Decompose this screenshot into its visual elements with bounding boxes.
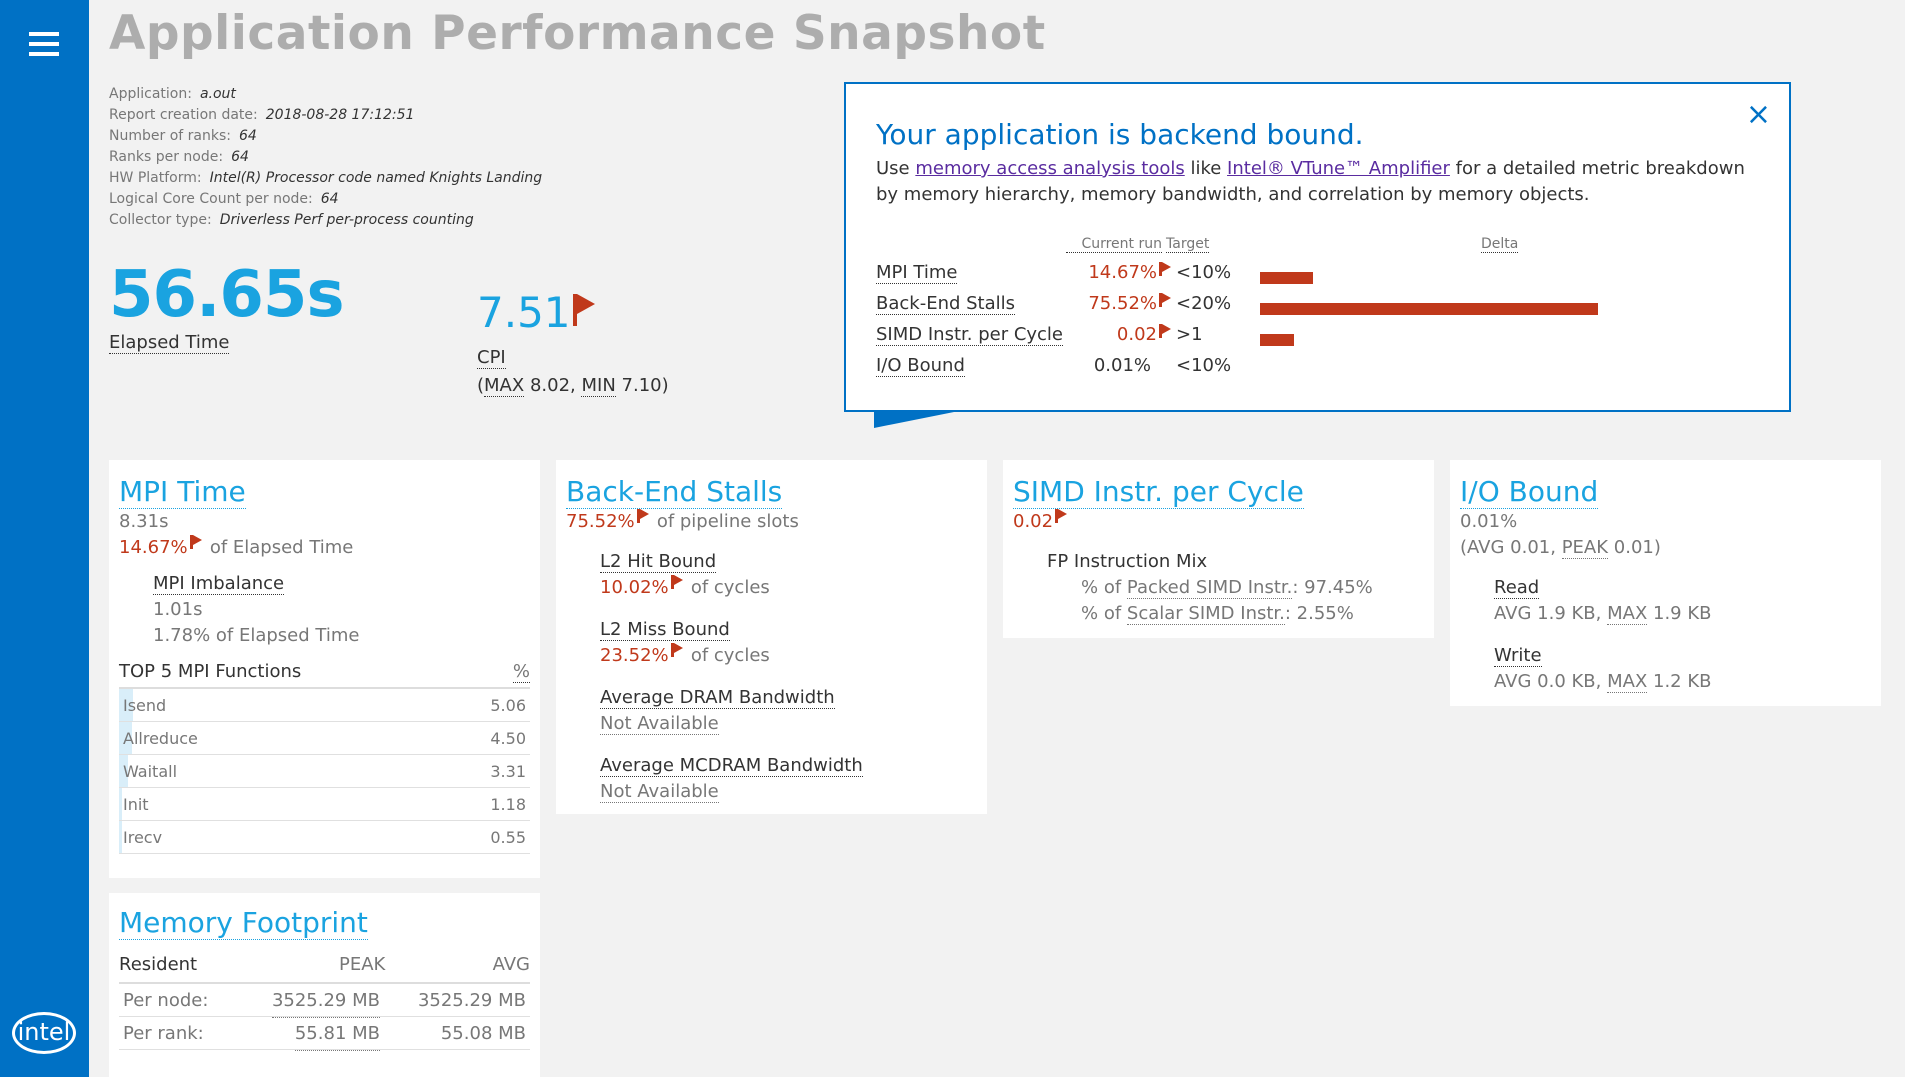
backend-stalls-card: Back-End Stalls 75.52% of pipeline slots… — [556, 460, 987, 814]
fp-instruction-mix-title: FP Instruction Mix — [1047, 551, 1208, 572]
flag-icon — [670, 575, 683, 589]
metadata-row: HW Platform: Intel(R) Processor code name… — [109, 170, 543, 186]
mpi-imbalance-pct: 1.78% of Elapsed Time — [153, 625, 360, 646]
metadata-row: Application: a.out — [109, 86, 236, 102]
flag-icon — [1159, 324, 1171, 338]
backend-bound-popup: × Your application is backend bound. Use… — [844, 82, 1791, 412]
table-row: Per node: 3525.29 MB 3525.29 MB — [119, 984, 530, 1018]
metadata-row: Ranks per node: 64 — [109, 149, 249, 165]
hamburger-menu-icon[interactable] — [29, 32, 59, 56]
vtune-amplifier-link[interactable]: Intel® VTune™ Amplifier — [1227, 158, 1450, 179]
metadata-row: Report creation date: 2018-08-28 17:12:51 — [109, 107, 415, 123]
scalar-simd-link[interactable]: Scalar SIMD Instr. — [1126, 603, 1285, 625]
top-mpi-header: TOP 5 MPI Functions % — [119, 661, 530, 689]
mcdram-bandwidth-title[interactable]: Average MCDRAM Bandwidth — [600, 755, 863, 777]
header-target: Target — [1166, 236, 1210, 253]
mpi-imbalance-time: 1.01s — [153, 599, 203, 620]
flag-icon — [670, 643, 683, 657]
header-delta: Delta — [1481, 236, 1519, 253]
proportion-bar — [119, 821, 122, 853]
l2-hit-bound-title[interactable]: L2 Hit Bound — [600, 551, 717, 573]
l2-miss-bound-title[interactable]: L2 Miss Bound — [600, 619, 730, 641]
flag-icon — [572, 294, 595, 326]
table-row[interactable]: Allreduce 4.50 — [119, 722, 530, 755]
popup-metric-name[interactable]: I/O Bound — [876, 355, 965, 377]
top-mpi-functions-table: Isend 5.06 Allreduce 4.50 Waitall 3.31 Init 1.1… — [119, 689, 530, 854]
flag-icon — [1055, 509, 1068, 523]
table-row[interactable]: Waitall 3.31 — [119, 755, 530, 788]
io-write-title[interactable]: Write — [1494, 645, 1542, 667]
cpi-max-label[interactable]: MAX — [484, 375, 525, 397]
elapsed-time-block: 56.65s Elapsed Time — [109, 258, 345, 354]
popup-metric-name[interactable]: MPI Time — [876, 262, 958, 284]
io-read-title[interactable]: Read — [1494, 577, 1540, 599]
metadata-row: Number of ranks: 64 — [109, 128, 257, 144]
simd-title[interactable]: SIMD Instr. per Cycle — [1013, 475, 1304, 509]
flag-icon — [636, 509, 649, 523]
mpi-time-value: 8.31s — [119, 511, 169, 532]
io-bound-title[interactable]: I/O Bound — [1460, 475, 1599, 509]
cpi-block: 7.51 CPI (MAX 8.02, MIN 7.10) — [477, 288, 669, 397]
simd-value: 0.02 — [1013, 511, 1054, 532]
memory-access-analysis-link[interactable]: memory access analysis tools — [915, 158, 1185, 179]
metadata-row: Logical Core Count per node: 64 — [109, 191, 339, 207]
mpi-imbalance-title[interactable]: MPI Imbalance — [153, 573, 285, 595]
proportion-bar — [119, 689, 133, 721]
popup-metric-name[interactable]: Back-End Stalls — [876, 293, 1016, 315]
metadata-row: Collector type: Driverless Perf per-proce… — [109, 212, 474, 228]
main-content: Application Performance Snapshot Applica… — [89, 0, 1889, 1077]
page-title: Application Performance Snapshot — [109, 6, 1046, 61]
packed-simd-link[interactable]: Packed SIMD Instr. — [1126, 577, 1293, 599]
memory-peak-value[interactable]: 3525.29 MB — [271, 984, 380, 1018]
delta-bar — [1260, 334, 1294, 346]
proportion-bar — [119, 755, 128, 787]
cpi-minmax: (MAX 8.02, MIN 7.10) — [477, 375, 669, 397]
header-current-run: Current run — [1066, 236, 1162, 253]
memory-peak-value[interactable]: 55.81 MB — [294, 1017, 380, 1051]
sidebar: intel — [0, 0, 89, 1077]
memory-footprint-title[interactable]: Memory Footprint — [119, 906, 368, 940]
mpi-time-title[interactable]: MPI Time — [119, 475, 246, 509]
elapsed-time-value: 56.65s — [109, 258, 345, 332]
popup-title: Your application is backend bound. — [876, 118, 1364, 151]
report-metadata: Application: a.out Report creation date: 20… — [109, 84, 542, 231]
memory-header: Resident PEAK AVG — [119, 954, 530, 984]
elapsed-time-label[interactable]: Elapsed Time — [109, 332, 230, 354]
mpi-time-card: MPI Time 8.31s 14.67% of Elapsed Time MP… — [109, 460, 540, 878]
table-row[interactable]: Isend 5.06 — [119, 689, 530, 722]
cpi-label[interactable]: CPI — [477, 347, 506, 369]
table-row[interactable]: Init 1.18 — [119, 788, 530, 821]
io-bound-value: 0.01% — [1460, 511, 1518, 532]
cpi-value: 7.51 — [477, 288, 571, 337]
io-peak-label[interactable]: PEAK — [1561, 537, 1609, 559]
intel-logo: intel — [12, 1012, 76, 1054]
popup-pointer — [874, 412, 954, 428]
cpi-min-label[interactable]: MIN — [581, 375, 616, 397]
popup-text: Use memory access analysis tools like In… — [876, 158, 1745, 205]
proportion-bar — [119, 788, 122, 820]
proportion-bar — [119, 722, 132, 754]
delta-bar — [1260, 303, 1598, 315]
table-row: Per rank: 55.81 MB 55.08 MB — [119, 1017, 530, 1051]
flag-icon — [1159, 293, 1171, 307]
io-bound-card: I/O Bound 0.01% (AVG 0.01, PEAK 0.01) Re… — [1450, 460, 1881, 706]
flag-icon — [189, 535, 202, 549]
backend-stalls-pct: 75.52% — [566, 511, 635, 532]
flag-icon — [1159, 262, 1171, 276]
top-mpi-pct-header: % — [512, 661, 530, 683]
popup-metric-name[interactable]: SIMD Instr. per Cycle — [876, 324, 1064, 346]
mpi-time-pct: 14.67% — [119, 537, 188, 558]
simd-card: SIMD Instr. per Cycle 0.02 FP Instructio… — [1003, 460, 1434, 638]
memory-footprint-card: Memory Footprint Resident PEAK AVG Per n… — [109, 893, 540, 1077]
close-icon[interactable]: × — [1745, 97, 1771, 132]
dram-bandwidth-title[interactable]: Average DRAM Bandwidth — [600, 687, 835, 709]
delta-bar — [1260, 272, 1313, 284]
backend-stalls-title[interactable]: Back-End Stalls — [566, 475, 783, 509]
table-row[interactable]: Irecv 0.55 — [119, 821, 530, 854]
